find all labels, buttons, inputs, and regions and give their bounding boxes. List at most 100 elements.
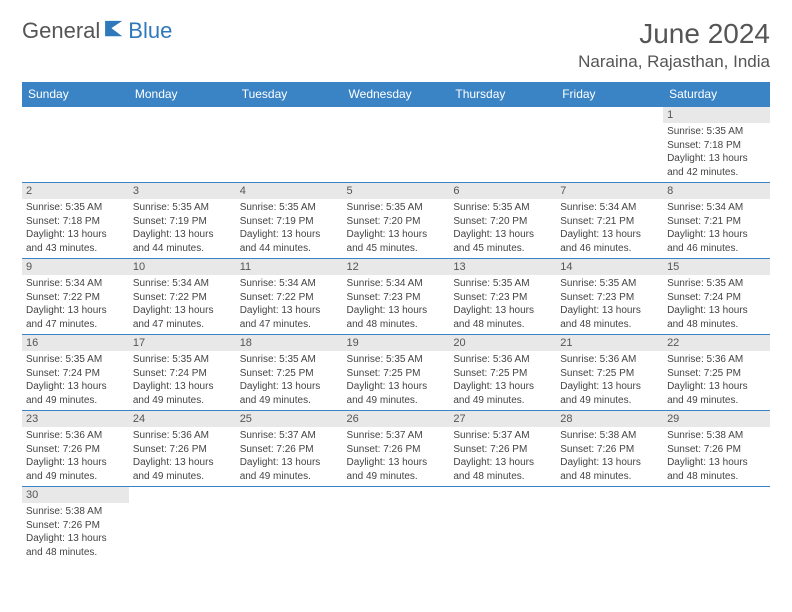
calendar-cell: 5Sunrise: 5:35 AMSunset: 7:20 PMDaylight… — [343, 183, 450, 259]
day-number: 3 — [129, 183, 236, 199]
day-number: 8 — [663, 183, 770, 199]
day-number: 25 — [236, 411, 343, 427]
day-details: Sunrise: 5:35 AMSunset: 7:18 PMDaylight:… — [663, 123, 770, 181]
day-details: Sunrise: 5:34 AMSunset: 7:21 PMDaylight:… — [556, 199, 663, 257]
day-details: Sunrise: 5:35 AMSunset: 7:20 PMDaylight:… — [343, 199, 450, 257]
calendar-cell: 3Sunrise: 5:35 AMSunset: 7:19 PMDaylight… — [129, 183, 236, 259]
calendar-cell: 21Sunrise: 5:36 AMSunset: 7:25 PMDayligh… — [556, 335, 663, 411]
day-number: 19 — [343, 335, 450, 351]
day-details: Sunrise: 5:36 AMSunset: 7:25 PMDaylight:… — [449, 351, 556, 409]
calendar-cell — [236, 107, 343, 183]
day-number: 2 — [22, 183, 129, 199]
day-number: 20 — [449, 335, 556, 351]
page-header: General Blue June 2024 Naraina, Rajastha… — [22, 18, 770, 72]
calendar-cell: 6Sunrise: 5:35 AMSunset: 7:20 PMDaylight… — [449, 183, 556, 259]
day-details: Sunrise: 5:35 AMSunset: 7:25 PMDaylight:… — [343, 351, 450, 409]
calendar-cell: 23Sunrise: 5:36 AMSunset: 7:26 PMDayligh… — [22, 411, 129, 487]
calendar-cell: 29Sunrise: 5:38 AMSunset: 7:26 PMDayligh… — [663, 411, 770, 487]
day-details: Sunrise: 5:35 AMSunset: 7:19 PMDaylight:… — [129, 199, 236, 257]
calendar-cell: 26Sunrise: 5:37 AMSunset: 7:26 PMDayligh… — [343, 411, 450, 487]
calendar-cell — [343, 487, 450, 563]
day-details: Sunrise: 5:35 AMSunset: 7:24 PMDaylight:… — [129, 351, 236, 409]
location-subtitle: Naraina, Rajasthan, India — [578, 52, 770, 72]
day-details: Sunrise: 5:35 AMSunset: 7:23 PMDaylight:… — [449, 275, 556, 333]
day-details: Sunrise: 5:36 AMSunset: 7:26 PMDaylight:… — [22, 427, 129, 485]
day-header: Wednesday — [343, 82, 450, 107]
day-details: Sunrise: 5:37 AMSunset: 7:26 PMDaylight:… — [236, 427, 343, 485]
day-number: 30 — [22, 487, 129, 503]
calendar-cell: 24Sunrise: 5:36 AMSunset: 7:26 PMDayligh… — [129, 411, 236, 487]
day-details: Sunrise: 5:38 AMSunset: 7:26 PMDaylight:… — [22, 503, 129, 561]
day-number: 22 — [663, 335, 770, 351]
calendar-cell — [449, 107, 556, 183]
day-number: 6 — [449, 183, 556, 199]
day-number: 15 — [663, 259, 770, 275]
calendar-cell — [22, 107, 129, 183]
day-number: 17 — [129, 335, 236, 351]
calendar-row: 16Sunrise: 5:35 AMSunset: 7:24 PMDayligh… — [22, 335, 770, 411]
calendar-row: 9Sunrise: 5:34 AMSunset: 7:22 PMDaylight… — [22, 259, 770, 335]
day-number: 5 — [343, 183, 450, 199]
day-details: Sunrise: 5:38 AMSunset: 7:26 PMDaylight:… — [663, 427, 770, 485]
day-details: Sunrise: 5:38 AMSunset: 7:26 PMDaylight:… — [556, 427, 663, 485]
calendar-cell: 25Sunrise: 5:37 AMSunset: 7:26 PMDayligh… — [236, 411, 343, 487]
day-details: Sunrise: 5:35 AMSunset: 7:19 PMDaylight:… — [236, 199, 343, 257]
calendar-row: 30Sunrise: 5:38 AMSunset: 7:26 PMDayligh… — [22, 487, 770, 563]
day-details: Sunrise: 5:36 AMSunset: 7:25 PMDaylight:… — [663, 351, 770, 409]
day-number: 14 — [556, 259, 663, 275]
day-number: 1 — [663, 107, 770, 123]
day-header: Thursday — [449, 82, 556, 107]
calendar-cell — [449, 487, 556, 563]
calendar-cell: 28Sunrise: 5:38 AMSunset: 7:26 PMDayligh… — [556, 411, 663, 487]
day-details: Sunrise: 5:36 AMSunset: 7:25 PMDaylight:… — [556, 351, 663, 409]
day-header: Monday — [129, 82, 236, 107]
calendar-cell: 17Sunrise: 5:35 AMSunset: 7:24 PMDayligh… — [129, 335, 236, 411]
day-details: Sunrise: 5:36 AMSunset: 7:26 PMDaylight:… — [129, 427, 236, 485]
calendar-cell: 16Sunrise: 5:35 AMSunset: 7:24 PMDayligh… — [22, 335, 129, 411]
day-number: 16 — [22, 335, 129, 351]
day-details: Sunrise: 5:34 AMSunset: 7:23 PMDaylight:… — [343, 275, 450, 333]
day-number: 23 — [22, 411, 129, 427]
calendar-table: Sunday Monday Tuesday Wednesday Thursday… — [22, 82, 770, 563]
calendar-cell: 4Sunrise: 5:35 AMSunset: 7:19 PMDaylight… — [236, 183, 343, 259]
day-number: 26 — [343, 411, 450, 427]
day-details: Sunrise: 5:35 AMSunset: 7:20 PMDaylight:… — [449, 199, 556, 257]
month-title: June 2024 — [578, 18, 770, 50]
calendar-row: 1Sunrise: 5:35 AMSunset: 7:18 PMDaylight… — [22, 107, 770, 183]
calendar-cell: 18Sunrise: 5:35 AMSunset: 7:25 PMDayligh… — [236, 335, 343, 411]
calendar-cell: 7Sunrise: 5:34 AMSunset: 7:21 PMDaylight… — [556, 183, 663, 259]
calendar-cell — [556, 487, 663, 563]
calendar-cell: 1Sunrise: 5:35 AMSunset: 7:18 PMDaylight… — [663, 107, 770, 183]
title-block: June 2024 Naraina, Rajasthan, India — [578, 18, 770, 72]
calendar-cell: 10Sunrise: 5:34 AMSunset: 7:22 PMDayligh… — [129, 259, 236, 335]
day-number: 9 — [22, 259, 129, 275]
flag-icon — [104, 20, 126, 38]
day-details: Sunrise: 5:34 AMSunset: 7:22 PMDaylight:… — [129, 275, 236, 333]
day-number: 4 — [236, 183, 343, 199]
day-number: 29 — [663, 411, 770, 427]
calendar-cell — [556, 107, 663, 183]
day-details: Sunrise: 5:37 AMSunset: 7:26 PMDaylight:… — [343, 427, 450, 485]
day-number: 28 — [556, 411, 663, 427]
day-details: Sunrise: 5:35 AMSunset: 7:23 PMDaylight:… — [556, 275, 663, 333]
logo-text-general: General — [22, 18, 100, 44]
logo: General Blue — [22, 18, 172, 44]
day-details: Sunrise: 5:34 AMSunset: 7:22 PMDaylight:… — [22, 275, 129, 333]
day-number: 21 — [556, 335, 663, 351]
calendar-cell: 11Sunrise: 5:34 AMSunset: 7:22 PMDayligh… — [236, 259, 343, 335]
day-details: Sunrise: 5:34 AMSunset: 7:22 PMDaylight:… — [236, 275, 343, 333]
calendar-cell — [343, 107, 450, 183]
calendar-cell: 20Sunrise: 5:36 AMSunset: 7:25 PMDayligh… — [449, 335, 556, 411]
day-number: 18 — [236, 335, 343, 351]
day-header: Sunday — [22, 82, 129, 107]
calendar-row: 2Sunrise: 5:35 AMSunset: 7:18 PMDaylight… — [22, 183, 770, 259]
calendar-cell — [129, 487, 236, 563]
calendar-cell: 8Sunrise: 5:34 AMSunset: 7:21 PMDaylight… — [663, 183, 770, 259]
calendar-cell: 27Sunrise: 5:37 AMSunset: 7:26 PMDayligh… — [449, 411, 556, 487]
calendar-cell: 2Sunrise: 5:35 AMSunset: 7:18 PMDaylight… — [22, 183, 129, 259]
day-number: 7 — [556, 183, 663, 199]
calendar-cell — [129, 107, 236, 183]
day-details: Sunrise: 5:34 AMSunset: 7:21 PMDaylight:… — [663, 199, 770, 257]
calendar-cell: 15Sunrise: 5:35 AMSunset: 7:24 PMDayligh… — [663, 259, 770, 335]
calendar-cell: 13Sunrise: 5:35 AMSunset: 7:23 PMDayligh… — [449, 259, 556, 335]
